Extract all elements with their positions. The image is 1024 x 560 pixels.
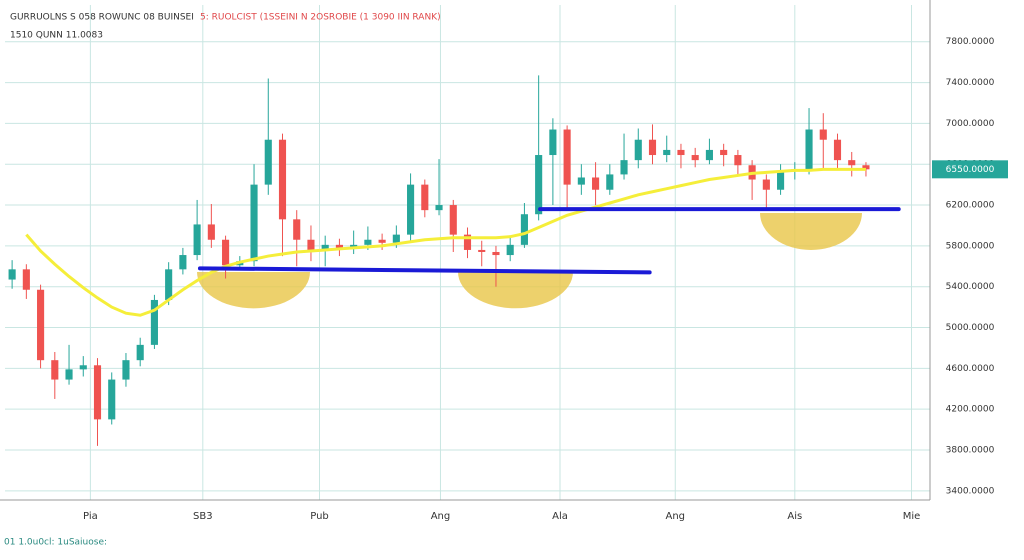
candle-body — [193, 224, 201, 256]
candle-body — [378, 239, 386, 243]
chart-title: GURRUOLNS S 058 ROWUNC 08 BUINSEI — [10, 13, 194, 23]
candle-body — [37, 289, 45, 361]
x-tick-label: Mie — [903, 511, 921, 522]
candle-body — [8, 269, 16, 280]
marks — [8, 75, 901, 446]
candle-body — [833, 139, 842, 161]
candle-body — [520, 214, 528, 245]
y-tick-label: 6200.0000 — [946, 201, 995, 211]
candle-body — [805, 129, 813, 170]
candle-body — [634, 139, 642, 161]
candle-body — [293, 219, 301, 240]
candle-body — [150, 299, 158, 345]
candle-body — [207, 224, 215, 240]
candle-body — [122, 360, 130, 380]
candle-body — [65, 369, 73, 380]
candle-body — [421, 184, 429, 211]
candle-body — [407, 184, 415, 235]
candle-body — [79, 365, 87, 370]
y-tick-label: 3400.0000 — [946, 486, 995, 496]
highlight — [760, 213, 862, 250]
footer: 01 1.0u0cl: 1uSaiuose: — [4, 538, 107, 548]
y-tick-label: 4600.0000 — [946, 364, 995, 374]
x-tick-label: Pia — [83, 511, 98, 522]
candle-body — [535, 155, 543, 215]
candle-body — [350, 244, 358, 248]
candle-body — [819, 129, 827, 140]
level-line — [197, 266, 652, 275]
x-tick-label: Ais — [787, 511, 802, 522]
candle-body — [648, 139, 657, 156]
x-tick-label: Ang — [666, 511, 686, 522]
candle-body — [549, 129, 557, 156]
candle-body — [506, 244, 514, 256]
highlight — [197, 272, 310, 309]
y-tick-label: 7800.0000 — [946, 37, 995, 47]
y-tick-label: 5000.0000 — [946, 323, 995, 333]
candle-body — [478, 249, 486, 252]
chart-subtitle: 5: RUOLCIST (1SSEINI N 2OSROBIE (1 3090 … — [200, 13, 441, 23]
candle-body — [22, 269, 30, 290]
x-tick-label: Ang — [431, 511, 451, 522]
candle-body — [250, 184, 258, 262]
candle-body — [463, 234, 472, 250]
moving-average — [25, 167, 866, 317]
candle-body — [577, 177, 585, 185]
candle-body — [777, 171, 785, 190]
candle-body — [492, 251, 500, 256]
candle-body — [264, 139, 272, 185]
candle-body — [435, 205, 443, 211]
candle-body — [677, 149, 685, 156]
candle-body — [51, 360, 59, 380]
x-tick-label: Ala — [552, 511, 568, 522]
x-tick-label: SB3 — [193, 511, 213, 522]
y-tick-label: 7000.0000 — [946, 119, 995, 129]
candle-body — [108, 379, 116, 420]
candle-body — [663, 149, 671, 156]
candle-body — [165, 269, 173, 300]
chart-info: 1510 QUNN 11.0083 — [10, 31, 103, 41]
candle-body — [335, 244, 343, 248]
candle-body — [705, 149, 713, 161]
candle-body — [392, 234, 400, 243]
y-tick-label: 7400.0000 — [946, 78, 995, 88]
candle-body — [307, 239, 315, 250]
candle-body — [848, 160, 856, 166]
candle-body — [734, 155, 742, 166]
candle-body — [620, 160, 628, 175]
candle-body — [762, 179, 770, 190]
candle-body — [179, 255, 187, 270]
candle-body — [278, 139, 287, 220]
last-price-tag — [932, 160, 1008, 179]
candle-body — [563, 129, 571, 185]
candle-body — [93, 365, 102, 420]
candle-body — [136, 344, 144, 361]
candle-body — [222, 239, 230, 266]
candle-body — [449, 205, 457, 235]
last-price-label: 6550.0000 — [946, 165, 995, 175]
candle-body — [364, 239, 372, 245]
highlight — [458, 272, 573, 309]
candle-body — [606, 174, 614, 190]
y-tick-label: 3800.0000 — [946, 445, 995, 455]
candle-body — [592, 177, 600, 190]
y-tick-label: 4200.0000 — [946, 405, 995, 415]
y-tick-label: 5800.0000 — [946, 241, 995, 251]
candle-body — [691, 155, 699, 161]
candle-body — [862, 165, 870, 170]
candle-body — [321, 244, 329, 250]
candle-body — [720, 149, 728, 156]
y-tick-label: 5400.0000 — [946, 282, 995, 292]
x-tick-label: Pub — [310, 511, 329, 522]
